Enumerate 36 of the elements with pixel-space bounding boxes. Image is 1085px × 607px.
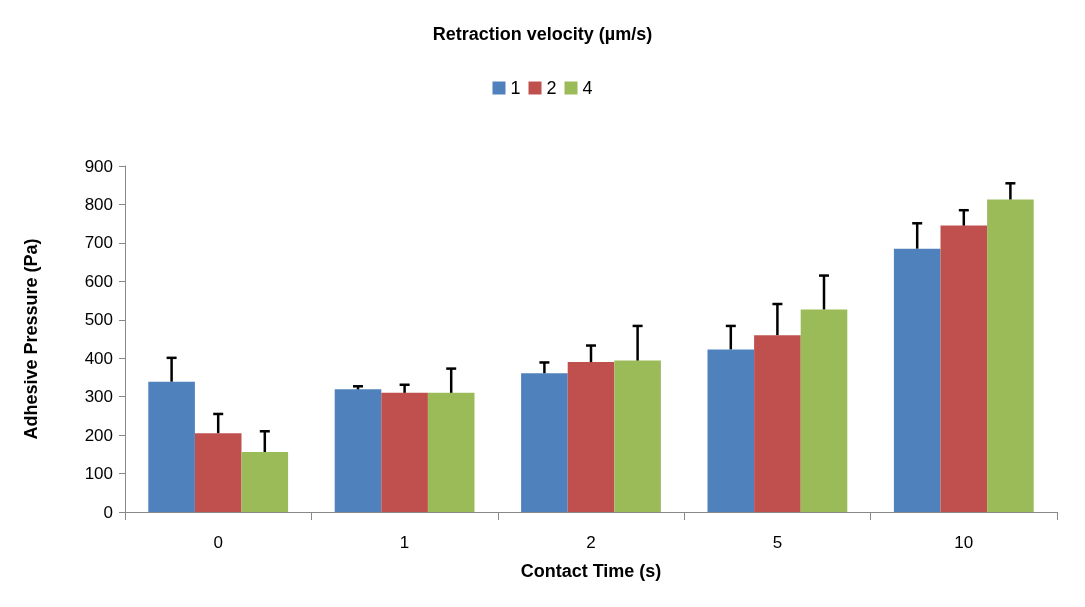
bar: [381, 392, 428, 512]
x-tick-label: 5: [772, 533, 783, 552]
y-tick-label: 400: [84, 348, 113, 368]
y-tick-label: 300: [84, 387, 113, 407]
x-tick-label: 1: [399, 533, 410, 552]
legend-label: 1: [510, 78, 521, 98]
legend-label: 2: [546, 78, 557, 98]
y-tick-label: 600: [84, 271, 113, 291]
y-tick-label: 900: [84, 156, 113, 176]
bar: [241, 452, 289, 512]
y-tick-label: 0: [103, 502, 113, 522]
bar: [148, 381, 195, 512]
y-tick-label: 800: [84, 194, 113, 214]
bar: [334, 389, 382, 512]
chart-title: Retraction velocity (µm/s): [432, 24, 653, 44]
bar: [567, 362, 615, 512]
bar: [614, 360, 661, 512]
bar: [194, 433, 242, 512]
bar: [893, 248, 941, 512]
x-axis-title: Contact Time (s): [520, 561, 662, 581]
x-tick-label: 0: [213, 533, 223, 552]
x-tick-label: 10: [954, 533, 974, 552]
bar: [707, 349, 755, 512]
bar: [987, 199, 1034, 512]
y-axis-title: Adhesive Pressure (Pa): [21, 238, 41, 440]
x-tick-label: 2: [586, 533, 596, 552]
bar: [427, 392, 475, 512]
legend-label: 4: [582, 78, 593, 98]
bar: [521, 373, 568, 512]
bar: [800, 309, 848, 512]
bar: [940, 225, 988, 512]
y-tick-label: 200: [84, 425, 113, 445]
y-tick-label: 100: [84, 464, 113, 484]
y-tick-label: 700: [84, 233, 113, 253]
bar: [754, 335, 801, 512]
y-tick-label: 500: [84, 310, 113, 330]
